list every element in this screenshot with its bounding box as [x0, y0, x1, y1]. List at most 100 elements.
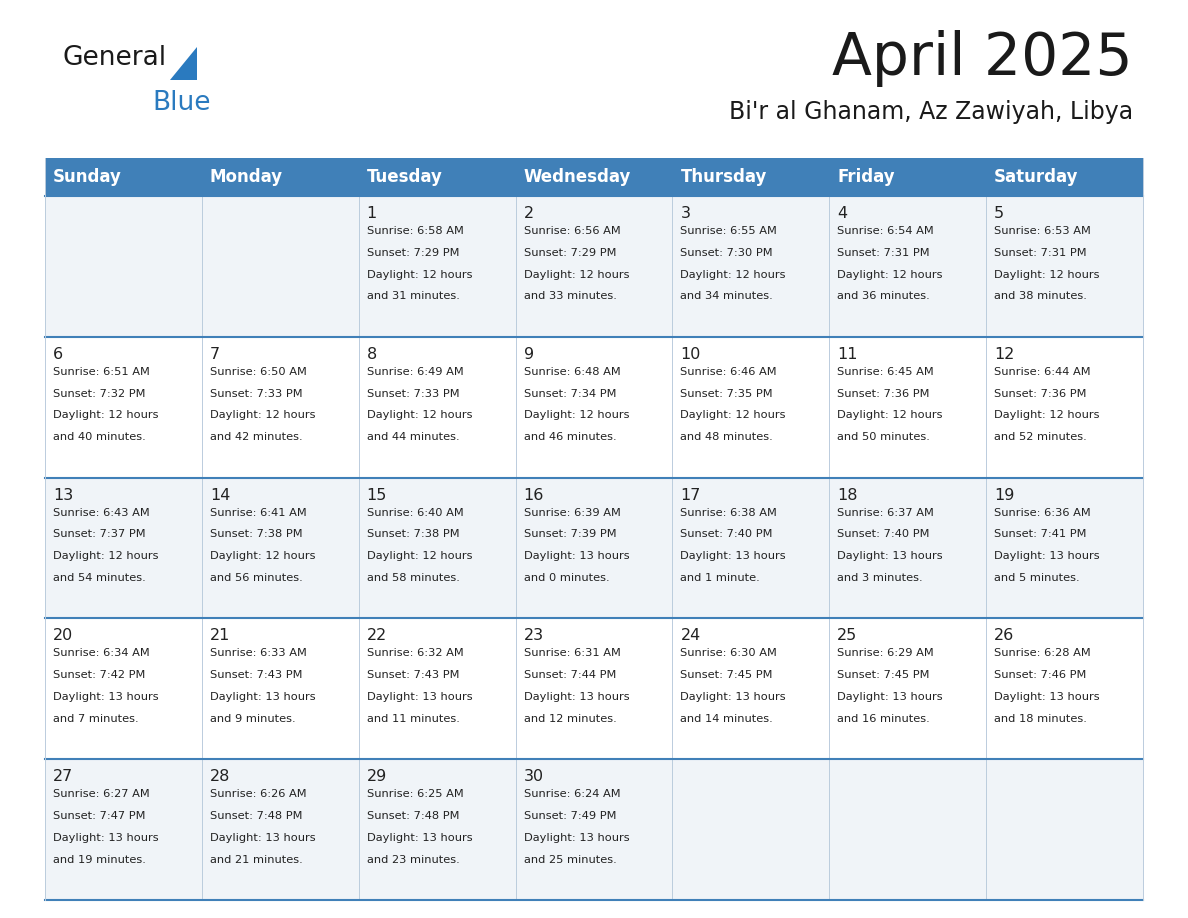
Text: and 7 minutes.: and 7 minutes.: [53, 714, 139, 724]
Text: 8: 8: [367, 347, 377, 362]
Text: and 31 minutes.: and 31 minutes.: [367, 292, 460, 301]
Text: 5: 5: [994, 206, 1004, 221]
Text: Daylight: 13 hours: Daylight: 13 hours: [210, 833, 316, 843]
Bar: [45, 759, 1143, 900]
Text: Sunset: 7:43 PM: Sunset: 7:43 PM: [367, 670, 460, 680]
Text: 13: 13: [53, 487, 74, 502]
Text: Daylight: 12 hours: Daylight: 12 hours: [994, 270, 1100, 280]
Text: Sunset: 7:47 PM: Sunset: 7:47 PM: [53, 811, 145, 821]
Text: Sunset: 7:33 PM: Sunset: 7:33 PM: [210, 388, 303, 398]
Text: Sunrise: 6:32 AM: Sunrise: 6:32 AM: [367, 648, 463, 658]
Text: Sunset: 7:42 PM: Sunset: 7:42 PM: [53, 670, 145, 680]
Text: and 36 minutes.: and 36 minutes.: [838, 292, 930, 301]
Text: 21: 21: [210, 629, 230, 644]
Text: Sunset: 7:36 PM: Sunset: 7:36 PM: [994, 388, 1087, 398]
Text: Daylight: 13 hours: Daylight: 13 hours: [367, 692, 473, 702]
Text: Sunset: 7:38 PM: Sunset: 7:38 PM: [210, 530, 303, 540]
Text: and 50 minutes.: and 50 minutes.: [838, 432, 930, 442]
Text: 10: 10: [681, 347, 701, 362]
Text: April 2025: April 2025: [833, 30, 1133, 87]
Bar: [45, 477, 1143, 619]
Text: Sunrise: 6:45 AM: Sunrise: 6:45 AM: [838, 367, 934, 376]
Text: Sunset: 7:37 PM: Sunset: 7:37 PM: [53, 530, 146, 540]
Text: 23: 23: [524, 629, 544, 644]
Text: Sunrise: 6:41 AM: Sunrise: 6:41 AM: [210, 508, 307, 518]
Bar: [45, 158, 1143, 196]
Text: 30: 30: [524, 769, 544, 784]
Text: Sunset: 7:44 PM: Sunset: 7:44 PM: [524, 670, 615, 680]
Text: Daylight: 12 hours: Daylight: 12 hours: [838, 410, 943, 420]
Text: Sunset: 7:36 PM: Sunset: 7:36 PM: [838, 388, 930, 398]
Text: 22: 22: [367, 629, 387, 644]
Text: Daylight: 13 hours: Daylight: 13 hours: [367, 833, 473, 843]
Text: Daylight: 12 hours: Daylight: 12 hours: [367, 410, 472, 420]
Text: 28: 28: [210, 769, 230, 784]
Text: and 9 minutes.: and 9 minutes.: [210, 714, 296, 724]
Text: and 12 minutes.: and 12 minutes.: [524, 714, 617, 724]
Text: and 42 minutes.: and 42 minutes.: [210, 432, 303, 442]
Text: and 23 minutes.: and 23 minutes.: [367, 855, 460, 865]
Text: Sunrise: 6:49 AM: Sunrise: 6:49 AM: [367, 367, 463, 376]
Text: Sunrise: 6:46 AM: Sunrise: 6:46 AM: [681, 367, 777, 376]
Text: Daylight: 12 hours: Daylight: 12 hours: [53, 410, 158, 420]
Text: Sunset: 7:49 PM: Sunset: 7:49 PM: [524, 811, 617, 821]
Text: Sunrise: 6:54 AM: Sunrise: 6:54 AM: [838, 226, 934, 236]
Text: Sunset: 7:48 PM: Sunset: 7:48 PM: [367, 811, 460, 821]
Text: Daylight: 12 hours: Daylight: 12 hours: [524, 270, 630, 280]
Text: Daylight: 13 hours: Daylight: 13 hours: [53, 692, 159, 702]
Text: Sunset: 7:41 PM: Sunset: 7:41 PM: [994, 530, 1087, 540]
Text: 27: 27: [53, 769, 74, 784]
Text: and 5 minutes.: and 5 minutes.: [994, 573, 1080, 583]
Text: Sunrise: 6:34 AM: Sunrise: 6:34 AM: [53, 648, 150, 658]
Text: Daylight: 13 hours: Daylight: 13 hours: [524, 551, 630, 561]
Text: Sunset: 7:43 PM: Sunset: 7:43 PM: [210, 670, 303, 680]
Text: 2: 2: [524, 206, 533, 221]
Text: Daylight: 12 hours: Daylight: 12 hours: [838, 270, 943, 280]
Text: Sunset: 7:39 PM: Sunset: 7:39 PM: [524, 530, 617, 540]
Text: Sunset: 7:45 PM: Sunset: 7:45 PM: [681, 670, 773, 680]
Text: Sunrise: 6:55 AM: Sunrise: 6:55 AM: [681, 226, 777, 236]
Text: 16: 16: [524, 487, 544, 502]
Text: Sunset: 7:33 PM: Sunset: 7:33 PM: [367, 388, 460, 398]
Text: Daylight: 12 hours: Daylight: 12 hours: [210, 410, 315, 420]
Text: 3: 3: [681, 206, 690, 221]
Text: and 11 minutes.: and 11 minutes.: [367, 714, 460, 724]
Text: Sunrise: 6:24 AM: Sunrise: 6:24 AM: [524, 789, 620, 800]
Text: Sunset: 7:29 PM: Sunset: 7:29 PM: [367, 248, 460, 258]
Text: 29: 29: [367, 769, 387, 784]
Text: Friday: Friday: [838, 168, 895, 186]
Text: and 46 minutes.: and 46 minutes.: [524, 432, 617, 442]
Text: Sunrise: 6:36 AM: Sunrise: 6:36 AM: [994, 508, 1091, 518]
Text: 12: 12: [994, 347, 1015, 362]
Text: and 0 minutes.: and 0 minutes.: [524, 573, 609, 583]
Text: Sunrise: 6:48 AM: Sunrise: 6:48 AM: [524, 367, 620, 376]
Text: Monday: Monday: [210, 168, 283, 186]
Text: Sunrise: 6:40 AM: Sunrise: 6:40 AM: [367, 508, 463, 518]
Text: and 21 minutes.: and 21 minutes.: [210, 855, 303, 865]
Polygon shape: [170, 47, 197, 80]
Text: Daylight: 13 hours: Daylight: 13 hours: [994, 692, 1100, 702]
Text: 17: 17: [681, 487, 701, 502]
Text: Blue: Blue: [152, 90, 210, 116]
Text: and 19 minutes.: and 19 minutes.: [53, 855, 146, 865]
Text: and 25 minutes.: and 25 minutes.: [524, 855, 617, 865]
Text: and 3 minutes.: and 3 minutes.: [838, 573, 923, 583]
Text: Thursday: Thursday: [681, 168, 766, 186]
Text: Sunrise: 6:50 AM: Sunrise: 6:50 AM: [210, 367, 307, 376]
Text: Tuesday: Tuesday: [367, 168, 443, 186]
Text: Sunrise: 6:43 AM: Sunrise: 6:43 AM: [53, 508, 150, 518]
Text: Sunset: 7:38 PM: Sunset: 7:38 PM: [367, 530, 460, 540]
Bar: [45, 196, 1143, 337]
Text: Daylight: 13 hours: Daylight: 13 hours: [524, 692, 630, 702]
Text: 9: 9: [524, 347, 533, 362]
Text: and 18 minutes.: and 18 minutes.: [994, 714, 1087, 724]
Text: Sunset: 7:31 PM: Sunset: 7:31 PM: [838, 248, 930, 258]
Text: 4: 4: [838, 206, 847, 221]
Text: Sunday: Sunday: [53, 168, 122, 186]
Text: and 56 minutes.: and 56 minutes.: [210, 573, 303, 583]
Text: Daylight: 12 hours: Daylight: 12 hours: [367, 270, 472, 280]
Text: Daylight: 12 hours: Daylight: 12 hours: [681, 270, 786, 280]
Text: Daylight: 13 hours: Daylight: 13 hours: [53, 833, 159, 843]
Text: 18: 18: [838, 487, 858, 502]
Text: 25: 25: [838, 629, 858, 644]
